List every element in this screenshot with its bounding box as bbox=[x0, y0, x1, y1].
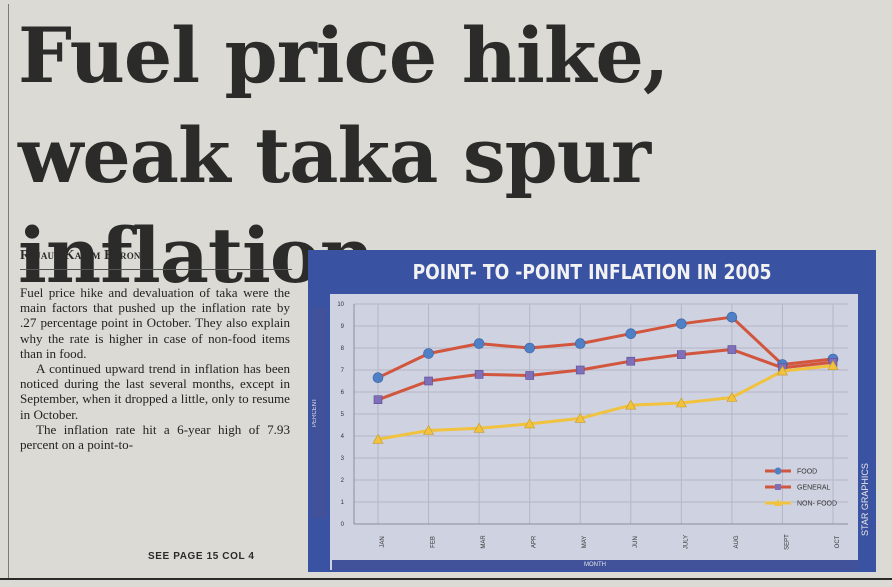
data-point bbox=[423, 348, 434, 359]
continuation-note: SEE PAGE 15 COL 4 bbox=[148, 551, 255, 562]
x-tick-label: SEPT bbox=[784, 534, 790, 550]
x-axis-label: MONTH bbox=[584, 562, 606, 568]
series-line bbox=[377, 348, 834, 402]
data-point bbox=[626, 356, 636, 366]
data-point bbox=[677, 350, 686, 359]
y-tick-label: 2 bbox=[341, 478, 345, 484]
data-point bbox=[525, 371, 534, 380]
legend-label: GENERAL bbox=[797, 485, 831, 492]
y-tick-label: 4 bbox=[341, 434, 345, 440]
data-point bbox=[424, 376, 433, 386]
data-point bbox=[372, 372, 384, 383]
x-tick-label: FEB bbox=[431, 536, 437, 548]
x-tick-label: JUN bbox=[633, 536, 639, 548]
bottom-rule bbox=[0, 578, 892, 580]
series-line bbox=[377, 364, 834, 441]
legend-label: FOOD bbox=[797, 469, 817, 476]
inflation-chart: POINT- TO -POINT INFLATION IN 2005 PERCE… bbox=[308, 250, 876, 572]
data-point bbox=[625, 328, 637, 339]
data-point bbox=[727, 345, 737, 354]
paragraph: Fuel price hike and devaluation of taka … bbox=[20, 285, 290, 361]
data-point bbox=[625, 399, 637, 410]
x-tick-label: MAY bbox=[582, 536, 588, 549]
line-chart-svg: 0 1 2 3 4 5 6 7 8 9 10 JAN FEB MAR APR MAY JUN JULY AUG SEP… bbox=[337, 302, 848, 550]
y-tick-label: 6 bbox=[341, 390, 345, 396]
data-point bbox=[474, 370, 484, 379]
legend-marker bbox=[774, 467, 782, 475]
data-point bbox=[524, 418, 536, 429]
x-tick-label: JAN bbox=[380, 536, 386, 547]
data-point bbox=[524, 342, 535, 354]
data-point bbox=[575, 365, 585, 375]
y-tick-label: 5 bbox=[341, 412, 345, 418]
data-point bbox=[473, 422, 485, 433]
data-point bbox=[372, 433, 384, 444]
x-tick-label: AUG bbox=[734, 535, 740, 548]
data-point bbox=[827, 359, 839, 370]
y-tick-label: 1 bbox=[341, 500, 345, 506]
data-point bbox=[726, 311, 738, 323]
column-rule bbox=[8, 4, 9, 579]
legend-marker bbox=[774, 499, 782, 506]
x-tick-label: JULY bbox=[683, 535, 689, 549]
y-tick-label: 9 bbox=[341, 324, 345, 330]
x-tick-label: MAR bbox=[481, 535, 487, 549]
data-point bbox=[776, 365, 788, 376]
y-tick-label: 8 bbox=[341, 346, 345, 352]
paragraph: The inflation rate hit a 6-year high of … bbox=[20, 421, 290, 453]
article-body: Fuel price hike and devaluation of taka … bbox=[20, 285, 290, 452]
x-tick-label: OCT bbox=[835, 535, 841, 548]
data-point bbox=[373, 395, 383, 404]
byline: Rejaul Karim Byron bbox=[20, 247, 141, 262]
data-point bbox=[574, 412, 586, 423]
series-line bbox=[377, 315, 834, 380]
data-point bbox=[675, 397, 687, 408]
legend-label: NON- FOOD bbox=[797, 501, 837, 508]
paragraph: A continued upward trend in inflation ha… bbox=[20, 361, 290, 422]
y-axis-label-strip bbox=[312, 308, 326, 518]
chart-title: POINT- TO -POINT INFLATION IN 2005 bbox=[412, 260, 772, 284]
byline-rule bbox=[20, 269, 292, 270]
data-point bbox=[726, 391, 738, 402]
x-axis-label-strip bbox=[332, 560, 858, 570]
y-tick-label: 3 bbox=[341, 456, 345, 462]
data-point bbox=[473, 338, 485, 349]
y-tick-label: 0 bbox=[341, 522, 345, 528]
y-tick-label: 7 bbox=[341, 368, 345, 374]
x-tick-label: APR bbox=[532, 535, 538, 548]
data-point bbox=[423, 424, 435, 435]
data-point bbox=[574, 338, 586, 349]
legend-marker bbox=[775, 484, 781, 490]
data-point bbox=[676, 318, 687, 330]
y-tick-label: 10 bbox=[337, 302, 344, 308]
